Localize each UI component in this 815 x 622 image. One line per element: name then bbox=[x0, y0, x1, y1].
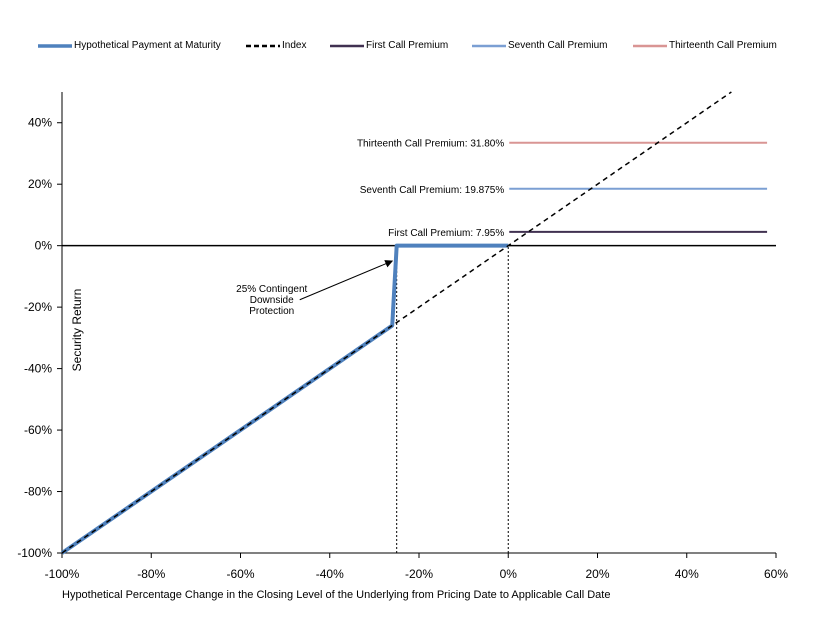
legend-swatch-first-call bbox=[330, 44, 364, 47]
y-tick-label: -80% bbox=[24, 485, 52, 499]
legend-item-index: Index bbox=[246, 40, 306, 51]
protection-arrow bbox=[299, 260, 394, 301]
y-axis-title: Security Return bbox=[70, 289, 84, 372]
legend-label-index: Index bbox=[282, 40, 307, 51]
x-tick-label: 20% bbox=[585, 567, 609, 581]
series-line-index bbox=[61, 91, 732, 554]
seventh-call-label: Seventh Call Premium: 19.875% bbox=[360, 185, 505, 196]
legend-item-seventh-call: Seventh Call Premium bbox=[472, 40, 607, 51]
x-tick-label: -60% bbox=[226, 567, 254, 581]
x-tick-label: -100% bbox=[45, 567, 80, 581]
thirteenth-call-label: Thirteenth Call Premium: 31.80% bbox=[357, 139, 504, 150]
x-axis-title: Hypothetical Percentage Change in the Cl… bbox=[62, 589, 611, 601]
y-tick-label: 0% bbox=[35, 239, 53, 253]
legend-swatch-seventh-call bbox=[472, 44, 506, 47]
protection-label-line: Downside bbox=[250, 295, 294, 306]
y-tick-label: -40% bbox=[24, 362, 52, 376]
x-tick-label: -20% bbox=[405, 567, 433, 581]
x-tick-label: -80% bbox=[137, 567, 165, 581]
legend-swatch-payment bbox=[38, 43, 72, 48]
protection-label-line: 25% Contingent bbox=[236, 284, 307, 295]
y-tick-label: -100% bbox=[17, 546, 52, 560]
protection-label-line: Protection bbox=[249, 306, 294, 317]
legend-item-first-call: First Call Premium bbox=[330, 40, 448, 51]
chart-legend: Hypothetical Payment at Maturity Index F… bbox=[38, 40, 798, 56]
x-tick-label: -40% bbox=[316, 567, 344, 581]
first-call-label: First Call Premium: 7.95% bbox=[388, 228, 504, 239]
legend-label-payment: Hypothetical Payment at Maturity bbox=[74, 40, 221, 51]
legend-swatch-index bbox=[246, 44, 280, 47]
y-tick-label: 20% bbox=[28, 177, 52, 191]
legend-label-thirteenth-call: Thirteenth Call Premium bbox=[669, 40, 777, 51]
y-tick-label: -20% bbox=[24, 300, 52, 314]
legend-label-first-call: First Call Premium bbox=[366, 40, 449, 51]
y-tick-label: 40% bbox=[28, 116, 52, 130]
y-tick-label: -60% bbox=[24, 423, 52, 437]
x-tick-label: 40% bbox=[675, 567, 699, 581]
legend-label-seventh-call: Seventh Call Premium bbox=[508, 40, 608, 51]
legend-swatch-thirteenth-call bbox=[633, 44, 667, 47]
x-tick-label: 0% bbox=[500, 567, 518, 581]
x-tick-label: 60% bbox=[764, 567, 788, 581]
legend-item-payment: Hypothetical Payment at Maturity bbox=[38, 40, 221, 51]
legend-item-thirteenth-call: Thirteenth Call Premium bbox=[633, 40, 777, 51]
